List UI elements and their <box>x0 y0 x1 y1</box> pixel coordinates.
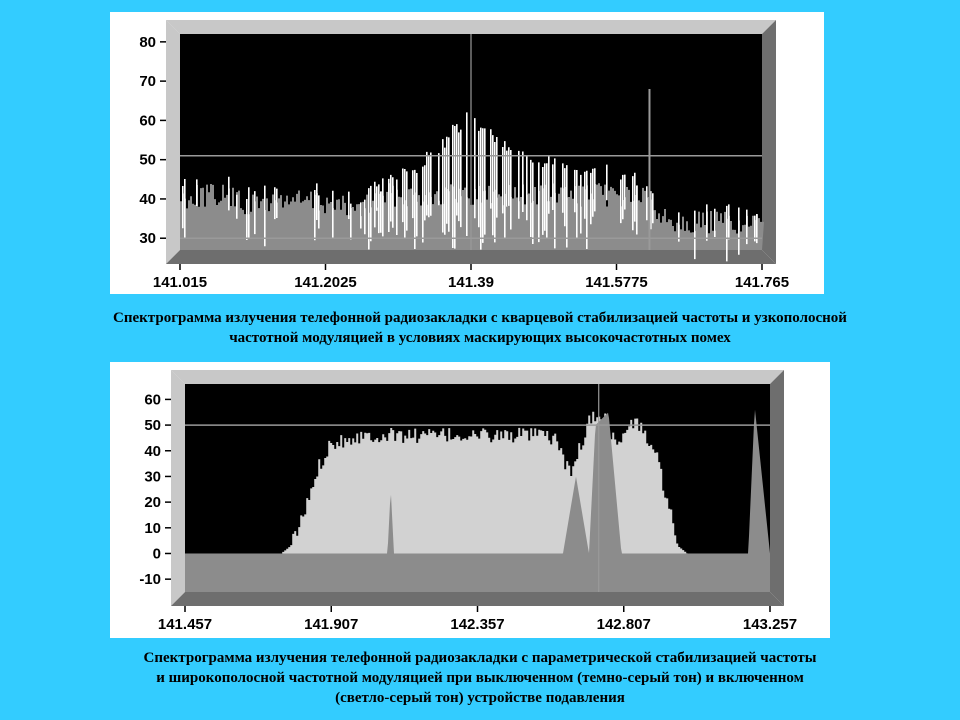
y-tick-label-2-5: 10 <box>144 520 161 537</box>
x-tick-label-1-3: 141.5775 <box>585 274 648 291</box>
x-tick-label-2-0: 141.457 <box>158 616 212 633</box>
light-gray-series <box>280 411 689 554</box>
y-tick-label-2-6: 0 <box>153 545 161 562</box>
chart-panel-2: 60 50 40 30 20 10 0 -10 141.457 141.907 142.357 142… <box>110 362 830 638</box>
y-tick-label-1-3: 60 <box>139 112 156 129</box>
chart-panel-1: 30 40 50 60 70 80 141.015 141.2025 141.39 141.577… <box>110 12 824 294</box>
y-tick-label-2-1: 50 <box>144 417 161 434</box>
plot-frame-right-2 <box>770 370 784 606</box>
spectrogram-chart-2: 60 50 40 30 20 10 0 -10 141.457 141.907 142.357 142… <box>139 370 797 633</box>
x-tick-label-1-0: 141.015 <box>153 274 207 291</box>
floor-band-dark <box>185 553 770 592</box>
plot-frame-right-1 <box>762 20 776 264</box>
plot-frame-top-2 <box>171 370 784 384</box>
y-tick-label-1-1: 40 <box>139 191 156 208</box>
y-tick-label-2-7: -10 <box>139 571 161 588</box>
y-tick-label-1-4: 70 <box>139 73 156 90</box>
caption-2-line-3: (светло-серый тон) устройстве подавления <box>335 690 625 706</box>
x-tick-label-1-1: 141.2025 <box>294 274 357 291</box>
plot-frame-left-1 <box>166 20 180 264</box>
caption-2-line-1: Спектрограмма излучения телефонной радио… <box>143 650 817 666</box>
y-tick-label-2-3: 30 <box>144 468 161 485</box>
x-tick-label-2-3: 142.807 <box>597 616 651 633</box>
x-tick-label-2-2: 142.357 <box>450 616 504 633</box>
y-tick-label-1-5: 80 <box>139 34 156 51</box>
caption-1-line-2: частотной модуляцией в условиях маскирую… <box>229 330 731 346</box>
plot-frame-bottom-2 <box>171 592 784 606</box>
x-tick-label-2-1: 141.907 <box>304 616 358 633</box>
y-tick-label-1-0: 30 <box>139 230 156 247</box>
plot-frame-left-2 <box>171 370 185 606</box>
x-tick-label-1-4: 141.765 <box>735 274 789 291</box>
y-tick-label-1-2: 50 <box>139 152 156 169</box>
plot-frame-bottom-1 <box>166 250 776 264</box>
y-tick-label-2-0: 60 <box>144 391 161 408</box>
caption-2-line-2: и широкополосной частотной модуляцией пр… <box>156 670 804 686</box>
x-tick-label-1-2: 141.39 <box>448 274 494 291</box>
spectrogram-chart-1: 30 40 50 60 70 80 141.015 141.2025 141.39 141.577… <box>139 20 789 291</box>
spectrum-floor-series <box>180 183 764 250</box>
caption-2: Спектрограмма излучения телефонной радио… <box>0 648 960 708</box>
y-tick-label-2-2: 40 <box>144 443 161 460</box>
x-tick-label-2-4: 143.257 <box>743 616 797 633</box>
caption-1: Спектрограмма излучения телефонной радио… <box>0 308 960 348</box>
plot-frame-top-1 <box>166 20 776 34</box>
y-tick-label-2-4: 20 <box>144 494 161 511</box>
caption-1-line-1: Спектрограмма излучения телефонной радио… <box>113 310 847 326</box>
